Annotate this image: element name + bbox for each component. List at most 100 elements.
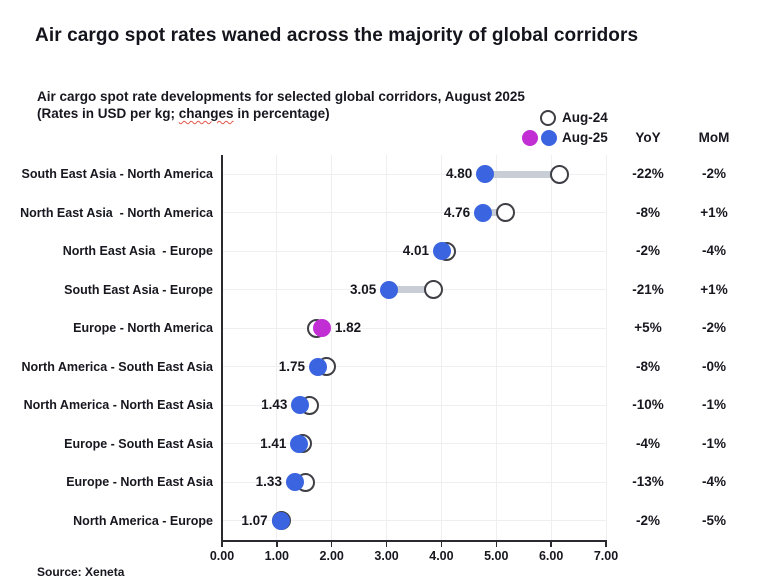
x-axis-tick (605, 541, 607, 547)
aug24-marker (496, 203, 516, 223)
y-axis-line (221, 155, 223, 540)
value-label: 4.76 (443, 204, 471, 220)
yoy-value: -22% (632, 166, 664, 182)
value-label: 1.75 (278, 358, 305, 374)
horizontal-gridline (222, 327, 606, 329)
aug24-marker (549, 164, 569, 184)
x-axis-tick (385, 541, 388, 547)
value-label: 1.41 (260, 435, 287, 451)
subtitle-line1: Air cargo spot rate developments for sel… (37, 89, 525, 104)
mom-value: -0% (701, 358, 726, 374)
dumbbell-connector (485, 170, 560, 178)
yoy-value: -10% (632, 397, 664, 413)
horizontal-gridline (222, 173, 606, 175)
aug25-marker (474, 203, 493, 222)
mom-value: -4% (701, 474, 726, 490)
x-axis-tick-label: 0.00 (209, 549, 235, 563)
vertical-gridline (331, 155, 333, 540)
yoy-value: -2% (635, 243, 660, 259)
aug24-marker (424, 280, 444, 300)
mom-value: -2% (701, 320, 726, 336)
x-axis-tick (495, 541, 498, 547)
x-axis-tick-label: 6.00 (538, 549, 564, 563)
mom-value: -2% (701, 166, 726, 182)
mom-value: +1% (700, 204, 728, 220)
dumbbell-connector (389, 286, 434, 294)
source-note: Source: Xeneta (37, 565, 125, 579)
category-label: North America - North East Asia (23, 398, 213, 413)
x-axis-tick (330, 541, 333, 547)
aug25-marker (285, 473, 304, 492)
x-axis-tick (550, 541, 552, 547)
aug25-marker (312, 319, 331, 338)
value-label: 4.80 (446, 166, 473, 182)
yoy-value: -13% (632, 474, 664, 490)
vertical-gridline (550, 155, 552, 540)
category-label: North America - Europe (73, 513, 213, 528)
value-label: 4.01 (402, 243, 429, 259)
aug25-marker (271, 511, 290, 530)
category-label: North America - South East Asia (21, 359, 213, 374)
column-header-mom: MoM (698, 130, 730, 145)
aug25-marker (380, 280, 399, 299)
dumbbell-connector (483, 209, 506, 217)
x-axis-tick (440, 541, 443, 547)
vertical-gridline (605, 155, 607, 540)
value-label: 1.07 (241, 512, 268, 528)
aug25-marker (476, 165, 495, 184)
value-label: 3.05 (350, 281, 377, 297)
legend-aug25-blue-swatch-icon (541, 130, 557, 146)
horizontal-gridline (222, 250, 606, 252)
yoy-value: -4% (635, 435, 660, 451)
vertical-gridline (386, 155, 388, 540)
yoy-value: -2% (635, 512, 660, 528)
vertical-gridline (276, 155, 278, 540)
x-axis-tick-label: 7.00 (593, 549, 619, 563)
horizontal-gridline (222, 481, 606, 483)
horizontal-gridline (222, 366, 606, 368)
subtitle-line2: (Rates in USD per kg; changes in percent… (37, 106, 330, 121)
category-label: Europe - South East Asia (64, 436, 213, 451)
mom-value: -4% (701, 243, 726, 259)
column-header-yoy: YoY (635, 130, 661, 145)
horizontal-gridline (222, 520, 606, 522)
aug25-marker (309, 357, 327, 376)
horizontal-gridline (222, 443, 606, 445)
x-axis-tick-label: 4.00 (429, 549, 454, 563)
mom-value: -1% (701, 435, 726, 451)
horizontal-gridline (222, 404, 606, 406)
category-label: North East Asia - Europe (62, 244, 213, 259)
vertical-gridline (440, 155, 442, 540)
x-axis-line (221, 540, 607, 542)
x-axis-tick-label: 1.00 (264, 549, 290, 563)
aug25-marker (432, 242, 451, 261)
x-axis-tick (276, 541, 278, 547)
legend-aug25-label: Aug-25 (562, 130, 608, 145)
category-label: Europe - North America (73, 321, 213, 336)
chart-subtitle: Air cargo spot rate developments for sel… (37, 88, 525, 122)
legend-aug24-swatch-icon (540, 110, 556, 126)
legend-aug24-label: Aug-24 (562, 110, 608, 125)
value-label: 1.33 (255, 474, 282, 490)
spellcheck-underline-word: changes (178, 106, 234, 121)
x-axis-tick-label: 3.00 (374, 549, 399, 563)
yoy-value: -8% (635, 204, 660, 220)
value-label: 1.43 (261, 397, 288, 413)
category-label: Europe - North East Asia (66, 475, 213, 490)
value-label: 1.82 (334, 320, 362, 336)
category-label: North East Asia - North America (20, 205, 213, 220)
horizontal-gridline (222, 212, 606, 214)
aug25-marker (290, 434, 309, 453)
category-label: South East Asia - North America (21, 167, 213, 182)
yoy-value: -8% (635, 358, 660, 374)
yoy-value: +5% (634, 320, 662, 336)
legend-aug25-magenta-swatch-icon (522, 130, 538, 146)
x-axis-tick-label: 2.00 (319, 549, 344, 563)
x-axis-tick (221, 541, 223, 547)
mom-value: +1% (700, 281, 728, 297)
x-axis-tick-label: 5.00 (484, 549, 509, 563)
aug25-marker (291, 396, 310, 415)
mom-value: -5% (701, 512, 726, 528)
